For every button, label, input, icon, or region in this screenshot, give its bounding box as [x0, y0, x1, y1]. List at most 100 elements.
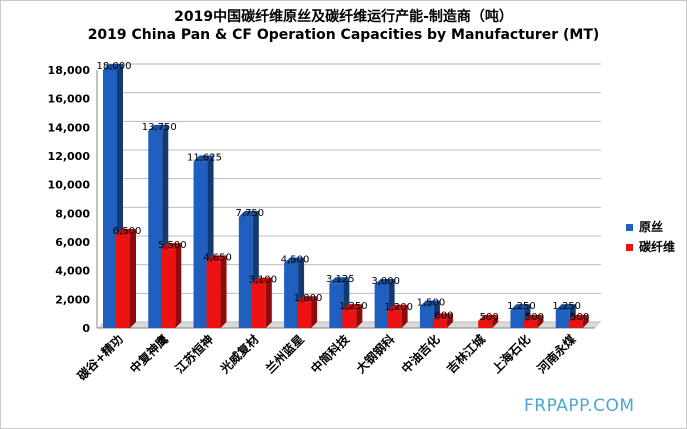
bar-side	[492, 314, 499, 328]
bar-carbon-fiber	[342, 310, 357, 328]
data-label: 3,000	[371, 276, 400, 287]
x-tick-label: 大钢钢科	[353, 332, 398, 377]
bar-carbon-fiber	[523, 320, 538, 328]
bar-side	[537, 314, 544, 328]
bar-precursor	[510, 310, 525, 328]
bar-side	[265, 277, 272, 328]
data-label: 6,500	[113, 226, 142, 237]
chart-title: 2019中国碳纤维原丝及碳纤维运行产能-制造商（吨）	[174, 9, 513, 25]
data-label: 500	[570, 312, 589, 323]
bar-top	[432, 313, 453, 320]
data-label: 4,650	[203, 252, 232, 263]
bar-side	[175, 243, 182, 328]
data-label: 3,125	[326, 274, 355, 285]
bar-carbon-fiber	[161, 249, 176, 328]
bar-carbon-fiber	[116, 234, 130, 328]
bar-top	[374, 279, 395, 285]
x-tick-label: 光威复材	[216, 332, 261, 377]
bar-top	[148, 124, 169, 131]
y-tick-label: 6,000	[55, 236, 90, 249]
data-label: 500	[525, 312, 544, 323]
bar-top	[329, 277, 350, 284]
x-tick-label: 上海石化	[489, 332, 534, 377]
legend-label-carbon-fiber: 碳纤维	[639, 240, 676, 254]
bar-side	[311, 296, 318, 328]
bar-top	[510, 304, 531, 311]
data-label: 3,100	[248, 275, 277, 286]
bar-top	[284, 257, 305, 264]
bar-precursor	[238, 216, 253, 328]
legend-swatch-precursor	[626, 224, 633, 231]
bar-precursor	[329, 283, 344, 328]
bar-top	[206, 255, 227, 262]
watermark: FRPAPP.COM	[524, 396, 635, 416]
data-label: 13,750	[142, 122, 177, 133]
y-tick-label: 8,000	[55, 207, 90, 220]
bar-top	[116, 228, 136, 235]
x-tick-label: 中复神鹰	[126, 332, 171, 377]
data-label: 1,250	[507, 301, 536, 312]
y-tick-label: 10,000	[48, 179, 91, 192]
chart-subtitle: 2019 China Pan & CF Operation Capacities…	[87, 27, 600, 43]
bar-top	[238, 210, 259, 217]
bar-carbon-fiber	[568, 320, 583, 328]
y-tick-label: 0	[82, 322, 90, 335]
bar-precursor	[148, 130, 163, 328]
bar-side	[401, 304, 408, 328]
x-tick-label: 兰州蓝星	[262, 332, 307, 377]
bar-top	[193, 155, 214, 162]
bar-side	[130, 228, 136, 328]
data-label: 500	[480, 312, 499, 323]
bar-side	[356, 304, 363, 328]
y-tick-label: 12,000	[48, 150, 91, 163]
data-label: 4,500	[281, 255, 310, 266]
bar-top	[555, 304, 576, 311]
bar-top	[342, 304, 363, 311]
data-label: 18,000	[97, 61, 132, 72]
bar-side	[446, 313, 453, 328]
bar-top	[387, 304, 408, 311]
y-tick-label: 18,000	[48, 64, 91, 77]
bar-side	[582, 314, 589, 328]
legend-item-precursor: 原丝	[626, 218, 663, 235]
bar-top	[568, 314, 589, 321]
x-tick-label: 吉林江城	[443, 332, 488, 377]
bar-carbon-fiber	[478, 320, 493, 328]
legend-item-carbon-fiber: 碳纤维	[626, 238, 675, 255]
y-tick-label: 4,000	[55, 265, 90, 278]
data-label: 1,200	[384, 302, 413, 313]
x-tick-label: 河南永煤	[533, 332, 578, 377]
bar-carbon-fiber	[297, 302, 312, 328]
x-tick-label: 江苏恒神	[172, 332, 217, 377]
bar-top	[478, 314, 499, 321]
bar-side	[220, 255, 227, 328]
bar-carbon-fiber	[206, 261, 221, 328]
data-label: 7,750	[235, 208, 264, 219]
bar-precursor	[284, 263, 299, 328]
bar-top	[161, 243, 182, 250]
y-tick-label: 14,000	[48, 121, 91, 134]
bar-precursor	[103, 70, 117, 328]
bar-top	[523, 314, 544, 321]
y-tick-label: 2,000	[55, 293, 90, 306]
bar-precursor	[555, 310, 570, 328]
data-label: 5,500	[158, 240, 187, 251]
bar-top	[251, 277, 272, 284]
x-tick-label: 中油吉化	[398, 332, 443, 377]
legend-swatch-carbon-fiber	[626, 244, 633, 251]
bar-precursor	[374, 285, 389, 328]
bar-top	[103, 64, 123, 70]
bar-top	[419, 300, 440, 307]
data-label: 600	[434, 310, 453, 321]
data-label: 1,250	[339, 301, 368, 312]
bar-carbon-fiber	[432, 319, 447, 328]
data-label: 1,500	[417, 298, 446, 309]
data-label: 1,250	[552, 301, 581, 312]
data-label: 11,625	[187, 152, 222, 163]
bar-carbon-fiber	[251, 283, 266, 328]
bar-top	[297, 296, 318, 303]
legend-label-precursor: 原丝	[639, 220, 664, 234]
data-label: 1,800	[294, 293, 323, 304]
bar-precursor	[193, 161, 208, 328]
